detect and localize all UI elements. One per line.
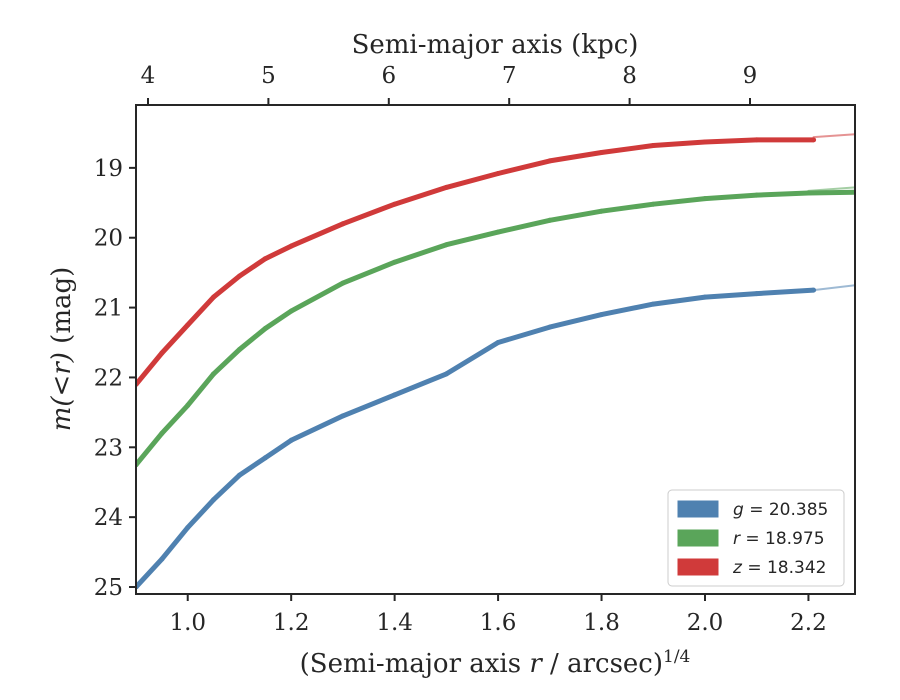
series-z-point bbox=[754, 137, 760, 143]
series-g-point bbox=[211, 497, 217, 503]
x-axis-label-var: r bbox=[529, 649, 543, 679]
x-tick-label: 1.8 bbox=[583, 610, 620, 636]
series-g-point bbox=[702, 294, 708, 300]
series-r-point bbox=[495, 229, 501, 235]
series-r-point bbox=[262, 326, 268, 331]
y-tick-label: 20 bbox=[94, 226, 123, 252]
legend-swatch-g bbox=[677, 500, 719, 518]
series-z-point bbox=[599, 150, 604, 155]
series-z-line bbox=[136, 137, 814, 386]
x-tick-label: 2.0 bbox=[687, 610, 724, 636]
series-g-point bbox=[340, 413, 346, 419]
legend-value: = 20.385 bbox=[744, 500, 829, 520]
series-r-point bbox=[702, 196, 708, 202]
series-z-point bbox=[340, 221, 346, 227]
top-x-tick-label: 7 bbox=[502, 63, 517, 89]
series-z-point bbox=[702, 139, 708, 145]
series-g-point bbox=[599, 312, 604, 318]
x-tick-label: 1.6 bbox=[480, 610, 517, 636]
legend-var: z bbox=[732, 558, 743, 578]
x-axis-label-exponent: 1/4 bbox=[663, 647, 690, 667]
plot-frame bbox=[135, 104, 856, 595]
legend-label-r: r = 18.975 bbox=[733, 529, 825, 549]
top-x-tick-label: 9 bbox=[743, 63, 758, 89]
series-r-point bbox=[599, 208, 604, 214]
series-r-point bbox=[547, 217, 553, 223]
legend-label-z: z = 18.342 bbox=[732, 558, 826, 578]
series-z-point bbox=[495, 171, 501, 176]
series-g-point bbox=[237, 472, 242, 478]
series-r-point bbox=[159, 430, 165, 436]
series-layer bbox=[136, 133, 855, 590]
ticks-layer: 1.0 1.2 1.4 1.6 1.8 2.0 2.2 19 20 21 22 23 24 25 4 5 6 7 8… bbox=[94, 63, 827, 636]
series-r-point bbox=[650, 201, 656, 207]
y-tick-label: 21 bbox=[94, 296, 123, 322]
series-r-point bbox=[754, 192, 760, 198]
x-axis-label-prefix: (Semi-major axis bbox=[300, 649, 530, 679]
series-g-point bbox=[392, 392, 398, 398]
series-z-point bbox=[811, 137, 817, 143]
legend-swatch-z bbox=[677, 558, 719, 576]
series-g-point bbox=[443, 371, 449, 377]
series-g-point bbox=[159, 556, 165, 562]
series-g-point bbox=[262, 455, 268, 461]
series-z-point bbox=[262, 256, 268, 262]
y-axis-label: m(<r) (mag) bbox=[47, 267, 77, 432]
y-tick-label: 19 bbox=[94, 156, 123, 182]
series-r-point bbox=[237, 347, 242, 352]
y-tick-label: 25 bbox=[94, 575, 123, 601]
series-z-point bbox=[443, 184, 449, 190]
legend-swatch-r bbox=[677, 529, 719, 547]
x-tick-label: 1.2 bbox=[273, 610, 310, 636]
legend-value: = 18.342 bbox=[742, 558, 827, 578]
series-g-point bbox=[547, 324, 553, 330]
x-tick-label: 1.4 bbox=[376, 610, 413, 636]
series-r-point bbox=[805, 190, 811, 196]
series-r-point bbox=[288, 308, 294, 314]
series-z-point bbox=[650, 143, 656, 148]
series-g-point bbox=[288, 437, 294, 443]
series-z-point bbox=[211, 294, 217, 300]
series-g-point bbox=[811, 287, 817, 293]
top-x-tick-label: 5 bbox=[261, 63, 276, 89]
legend-label-g: g = 20.385 bbox=[733, 500, 828, 520]
legend-var: r bbox=[733, 529, 741, 549]
series-r-point bbox=[211, 371, 217, 377]
series-r-point bbox=[392, 259, 398, 265]
x-tick-label: 1.0 bbox=[169, 610, 206, 636]
series-g-point bbox=[495, 340, 501, 345]
series-r-point bbox=[340, 280, 346, 286]
x-axis-label: (Semi-major axis r / arcsec)1/4 bbox=[300, 647, 691, 679]
series-r-point bbox=[443, 242, 449, 248]
series-z-point bbox=[288, 243, 294, 249]
series-z-point bbox=[159, 350, 165, 356]
top-x-tick-label: 8 bbox=[622, 63, 637, 89]
x-tick-label: 2.2 bbox=[790, 610, 827, 636]
y-tick-label: 24 bbox=[94, 505, 123, 531]
y-tick-label: 22 bbox=[94, 365, 123, 391]
series-r-line bbox=[136, 189, 855, 467]
top-x-axis-label: Semi-major axis (kpc) bbox=[352, 30, 639, 60]
y-tick-label: 23 bbox=[94, 435, 123, 461]
series-z-point bbox=[237, 273, 242, 279]
series-g-point bbox=[650, 301, 656, 307]
series-r-point bbox=[185, 402, 191, 408]
y-axis-label-var: m(<r) bbox=[47, 352, 77, 431]
series-z-point bbox=[392, 201, 398, 207]
x-axis-label-suffix: / arcsec) bbox=[542, 649, 663, 679]
top-x-tick-label: 4 bbox=[141, 63, 156, 89]
series-g-point bbox=[185, 525, 191, 531]
legend-value: = 18.975 bbox=[740, 529, 825, 549]
series-r-model-line bbox=[136, 186, 855, 466]
series-z-point bbox=[185, 322, 191, 328]
legend-var: g bbox=[733, 500, 744, 520]
series-z-point bbox=[547, 158, 553, 164]
series-g-point bbox=[754, 291, 760, 297]
top-x-tick-label: 6 bbox=[381, 63, 396, 89]
y-axis-label-unit: (mag) bbox=[47, 267, 77, 352]
